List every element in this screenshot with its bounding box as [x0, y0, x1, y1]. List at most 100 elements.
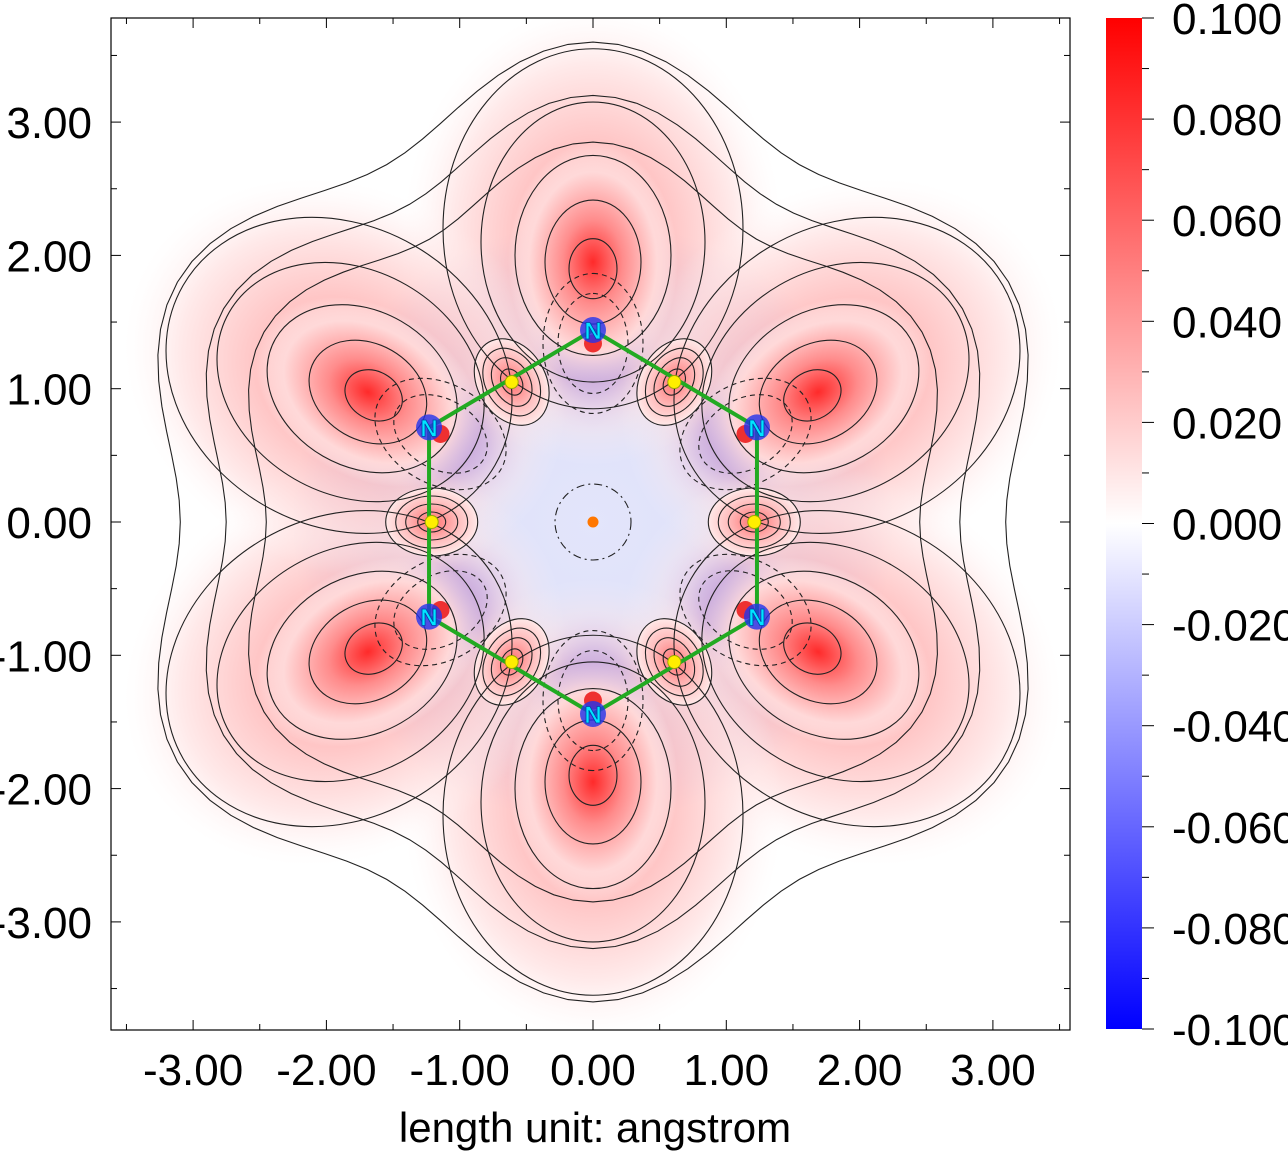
contour-positive	[568, 238, 618, 300]
ring-critical-point	[587, 516, 599, 528]
y-tick-label: -3.00	[0, 899, 92, 948]
bond-critical-point	[504, 654, 519, 669]
positive-lobe	[508, 661, 678, 902]
contour-negative	[393, 570, 488, 650]
atom-label: N	[584, 318, 601, 345]
contour-negative	[698, 394, 793, 474]
x-tick-label: 2.00	[817, 1046, 903, 1095]
contour-positive	[717, 495, 791, 549]
contour-positive	[482, 627, 542, 697]
density-field	[124, 18, 1062, 1030]
y-tick-label: -2.00	[0, 766, 92, 815]
colorbar-tick-label: 0.100	[1172, 0, 1282, 44]
contour-positive	[266, 570, 458, 740]
axis-ticks	[111, 18, 1070, 1030]
contour-positive	[490, 357, 533, 407]
contour-negative	[374, 553, 507, 667]
contour-negative	[542, 629, 644, 772]
colorbar-tick-label: 0.040	[1172, 298, 1282, 347]
atom-label: N	[420, 605, 437, 632]
contour-positive	[482, 347, 542, 417]
colorbar-tick-label: 0.000	[1172, 501, 1282, 550]
contour-positive	[662, 648, 687, 676]
contour-negative	[393, 394, 488, 474]
contour-positive	[701, 541, 970, 783]
bond-critical-points	[424, 375, 762, 669]
colorbar-gradient	[1106, 18, 1142, 1029]
colorbar-tick-label: -0.100	[1172, 1006, 1288, 1055]
atom-label: N	[748, 415, 765, 442]
atom-nucleus	[416, 603, 443, 630]
contour-positive	[499, 648, 524, 676]
contour-positive	[653, 637, 696, 687]
x-axis-title: length unit: angstrom	[399, 1104, 791, 1151]
contour-positive	[673, 510, 1021, 828]
contour-negative	[557, 649, 629, 752]
x-tick-labels: -3.00 -2.00 -1.00 0.00 1.00 2.00 3.00	[143, 1046, 1036, 1095]
contour-positive	[480, 661, 706, 943]
colorbar-tick-label: -0.060	[1172, 804, 1288, 853]
positive-lobe	[255, 556, 481, 747]
atom-nucleus	[580, 700, 606, 727]
contour-positive	[673, 216, 1021, 534]
contour-positive	[514, 154, 672, 356]
bond-critical-point	[667, 375, 682, 390]
contour-positive	[636, 338, 713, 426]
x-tick-label: 3.00	[950, 1046, 1036, 1095]
contour-negative	[374, 377, 507, 491]
contour-positive	[248, 141, 938, 903]
colorbar-tick-label: 0.060	[1172, 197, 1282, 246]
atom-nucleus	[416, 414, 443, 441]
contour-positive	[405, 503, 459, 541]
contour-positive	[442, 48, 744, 410]
contour-positive	[473, 338, 550, 426]
colorbar-tick-label: 0.020	[1172, 399, 1282, 448]
contour-positive	[473, 618, 550, 706]
x-tick-label: -3.00	[143, 1046, 243, 1095]
colorbar: 0.100 0.080 0.060 0.040 0.020 0.000 -0.020 -0.0…	[1106, 0, 1288, 1055]
contour-positive	[266, 304, 458, 474]
contour-positive	[662, 368, 687, 396]
colorbar-tick-label: -0.040	[1172, 703, 1288, 752]
contour-positive	[157, 41, 1029, 1003]
y-tick-label: 2.00	[6, 232, 92, 281]
plot-frame	[110, 17, 1071, 1031]
atom-label: N	[748, 605, 765, 632]
y-tick-labels: 3.00 2.00 1.00 0.00 -1.00 -2.00 -3.00	[0, 99, 92, 948]
positive-lobe	[508, 142, 678, 383]
contour-positive	[514, 688, 672, 890]
positive-lobe	[705, 297, 931, 488]
contour-positive	[644, 347, 704, 417]
contour-positive	[442, 634, 744, 996]
ring-critical-point	[587, 516, 599, 528]
contour-positive	[636, 618, 713, 706]
contour-positive	[344, 369, 403, 422]
contour-positive	[499, 368, 524, 396]
contour-negative	[557, 292, 629, 395]
atom-nucleus	[743, 414, 770, 441]
contour-positive	[707, 487, 801, 557]
contour-positive	[728, 570, 920, 740]
contour-positive	[739, 511, 769, 533]
contour-positive	[653, 357, 696, 407]
contour-positive	[165, 510, 513, 828]
atom-nucleus	[580, 317, 606, 344]
bond-critical-point	[667, 654, 682, 669]
contour-positive	[417, 511, 447, 533]
colorbar-tick-label: -0.020	[1172, 602, 1288, 651]
contour-positive	[165, 216, 513, 534]
x-tick-label: -1.00	[410, 1046, 510, 1095]
atom-label: N	[420, 415, 437, 442]
y-tick-label: -1.00	[0, 632, 92, 681]
y-tick-label: 3.00	[6, 99, 92, 148]
x-tick-label: 0.00	[550, 1046, 636, 1095]
y-tick-label: 0.00	[6, 499, 92, 548]
contour-positive	[205, 94, 981, 950]
colorbar-tick-label: 0.080	[1172, 96, 1282, 145]
contour-negative	[679, 377, 812, 491]
contour-center	[554, 483, 632, 561]
bond-critical-point	[504, 375, 519, 390]
colorbar-ticks	[1142, 17, 1154, 1030]
y-tick-label: 1.00	[6, 366, 92, 415]
